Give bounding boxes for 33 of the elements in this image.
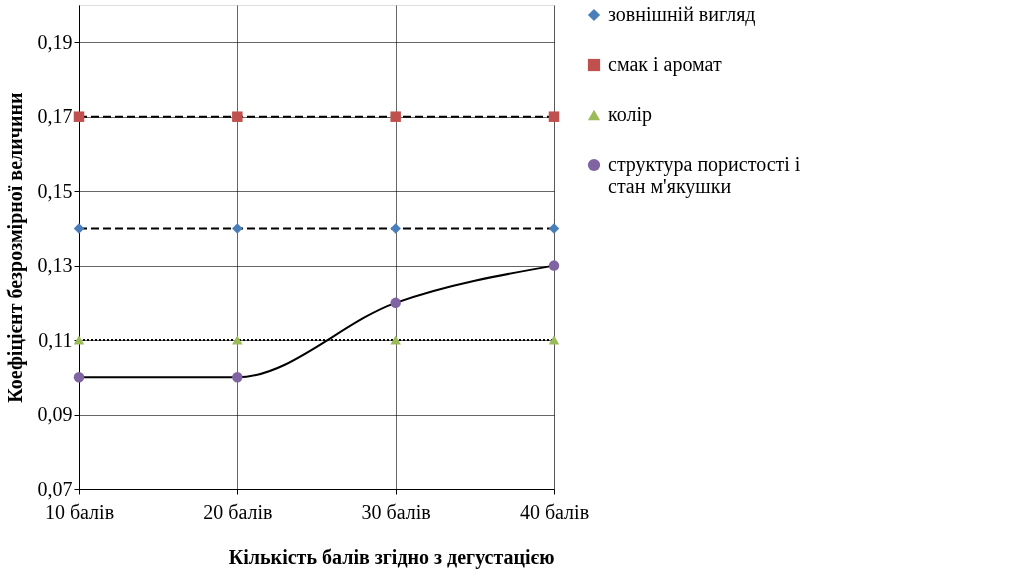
point (232, 335, 243, 345)
y-tick-label: 0,15 (37, 179, 73, 202)
point (390, 297, 401, 309)
point (232, 111, 243, 122)
legend-label: зовнішній вигляд (608, 3, 756, 26)
x-tick-label: 30 балів (361, 500, 431, 523)
y-tick-label: 0,09 (37, 403, 73, 426)
x-tick-label: 10 балів (44, 500, 115, 523)
point (73, 335, 85, 345)
point (232, 372, 243, 383)
legend-label: смак і аромат (608, 53, 722, 76)
point (73, 111, 85, 122)
x-tick-label: 20 балів (203, 500, 273, 523)
point (548, 111, 560, 122)
y-tick-label: 0,19 (37, 30, 73, 53)
legend-label: структура пористості і стан м'якушки (608, 153, 801, 198)
x-tick-label: 40 балів (519, 500, 590, 523)
point (390, 335, 401, 345)
point (548, 260, 560, 271)
y-tick-label: 0,17 (37, 105, 73, 128)
point (390, 223, 401, 234)
y-tick-label: 0,13 (37, 254, 73, 277)
point (548, 223, 560, 234)
y-tick-label: 0,07 (37, 477, 73, 500)
legend-label: колір (608, 103, 652, 126)
point (548, 335, 560, 345)
point (73, 372, 85, 383)
x-axis-title: Кількість балів згідно з дегустацією (228, 545, 555, 569)
point (73, 223, 85, 234)
y-tick-label: 0,11 (38, 328, 73, 351)
y-axis-title: Коефіцієнт безрозмірної величини (3, 92, 27, 403)
point (232, 223, 243, 234)
point (390, 111, 401, 122)
